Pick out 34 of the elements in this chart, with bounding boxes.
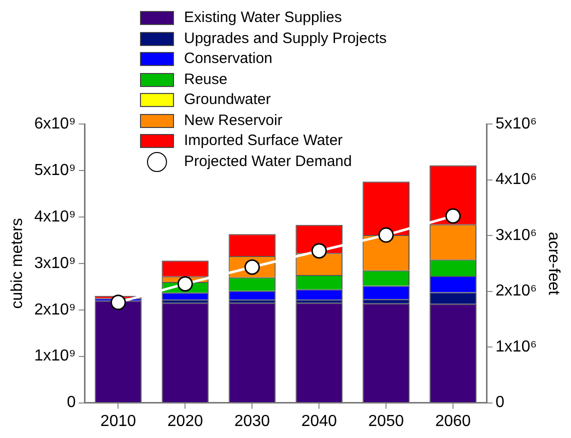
y2-tick-label: 0 [496,394,505,412]
y2-tick-label: 5x10⁶ [496,115,537,132]
legend-label: Projected Water Demand [184,152,352,172]
x-tick-label: 2030 [234,412,270,430]
legend-label: New Reservoir [184,110,282,130]
y-tick-label: 5x10⁹ [34,162,76,179]
y2-axis-title: acre-feet [544,232,562,296]
y2-tick-label: 3x10⁶ [496,226,537,244]
y-tick-label: 2x10⁹ [34,301,76,318]
y-tick-label: 1x10⁹ [34,348,76,365]
x-tick-label: 2020 [167,412,204,430]
y-tick-label: 4x10⁹ [34,208,76,226]
x-tick-label: 2060 [435,412,471,430]
legend-label: Reuse [184,70,228,90]
y2-tick-label: 2x10⁶ [496,282,537,300]
point [110,294,126,310]
point [445,208,461,224]
legend-label: Existing Water Supplies [184,8,342,28]
legend-label: Imported Surface Water [184,131,343,151]
legend-label: Conservation [184,49,272,69]
y-tick-label: 0 [66,394,76,412]
legend-label: Groundwater [184,90,271,110]
y-tick-label: 3x10⁹ [34,254,76,272]
x-tick-label: 2010 [100,412,136,430]
point [378,227,394,243]
x-tick-label: 2040 [301,412,338,430]
point [177,276,193,292]
y-tick-label: 6x10⁹ [34,115,76,132]
x-tick-label: 2050 [368,412,404,430]
legend-label: Upgrades and Supply Projects [184,28,387,48]
y-axis-title: cubic meters [9,218,26,309]
point [311,243,327,259]
y2-tick-label: 4x10⁶ [496,171,537,188]
y2-tick-label: 1x10⁶ [496,338,537,356]
